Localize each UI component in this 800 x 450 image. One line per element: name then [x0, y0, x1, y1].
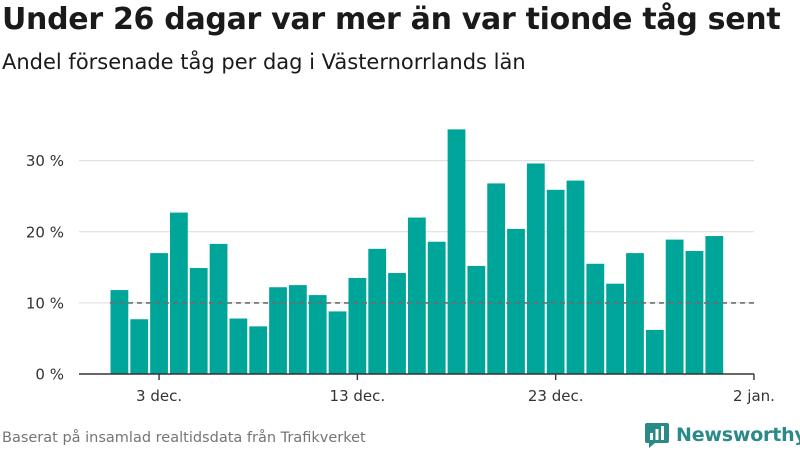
bar	[526, 163, 545, 374]
bar	[427, 241, 446, 374]
brand-logo: Newsworthy	[644, 420, 800, 450]
y-tick-label: 10 %	[26, 294, 64, 312]
bar	[507, 228, 525, 374]
bar	[110, 290, 129, 374]
y-tick-label: 30 %	[26, 152, 64, 170]
bar	[328, 311, 347, 374]
bar	[368, 248, 387, 374]
y-tick-label: 20 %	[26, 223, 64, 241]
bar	[229, 318, 248, 374]
x-tick-label: 3 dec.	[136, 387, 182, 405]
bar	[626, 253, 644, 374]
bar	[566, 180, 585, 374]
bar	[705, 236, 724, 374]
bar	[407, 217, 426, 374]
brand-name: Newsworthy	[676, 424, 800, 446]
bar	[348, 278, 367, 374]
bar	[606, 283, 625, 374]
bar	[130, 319, 149, 374]
chart-logo-icon	[645, 423, 669, 448]
x-tick-label: 13 dec.	[330, 387, 386, 405]
chart-title: Under 26 dagar var mer än var tionde tåg…	[2, 2, 781, 37]
bar	[685, 250, 704, 374]
bar	[209, 243, 228, 374]
x-tick-label: 2 jan.	[733, 387, 775, 405]
chart-subtitle: Andel försenade tåg per dag i Västernorr…	[2, 50, 526, 74]
bar	[150, 253, 168, 374]
bar	[249, 326, 268, 374]
bar	[447, 129, 466, 374]
axes: 0 % 10 % 20 % 30 % 3 dec. 13 dec. 23 dec. 2 jan…	[26, 152, 775, 405]
x-tick-label: 23 dec.	[528, 387, 584, 405]
bar	[288, 285, 307, 374]
bar	[169, 212, 188, 374]
bar	[388, 273, 406, 374]
bar	[487, 183, 506, 374]
bar	[467, 265, 486, 374]
y-tick-label: 0 %	[35, 366, 64, 384]
bar	[665, 239, 684, 374]
bar	[308, 295, 327, 374]
bar	[645, 329, 664, 374]
bar	[189, 268, 208, 374]
bar	[269, 287, 287, 374]
bar	[546, 189, 565, 374]
source-note: Baserat på insamlad realtidsdata från Tr…	[2, 430, 366, 446]
bars	[110, 129, 724, 374]
bar	[586, 263, 605, 374]
